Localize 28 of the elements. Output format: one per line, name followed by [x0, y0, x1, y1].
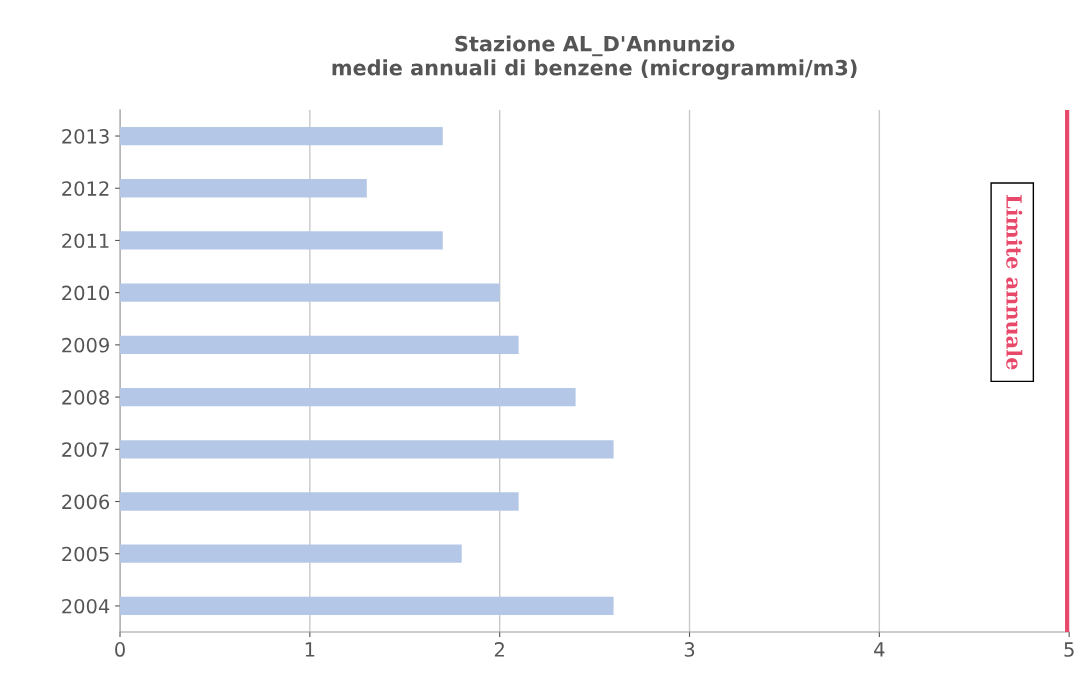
bar [120, 283, 500, 302]
bar [120, 492, 519, 511]
bar [120, 179, 367, 198]
y-tick-label: 2005 [62, 546, 109, 562]
y-tick-label: 2009 [62, 337, 109, 353]
y-tick-label: 2010 [62, 285, 109, 301]
x-tick-label: 5 [1064, 642, 1074, 657]
y-tick-label: 2012 [62, 181, 109, 196]
x-tick-label: 1 [305, 642, 315, 657]
y-tick-label: 2011 [62, 233, 109, 249]
x-tick-label: 4 [874, 642, 885, 657]
bar [120, 440, 614, 459]
bar [120, 544, 462, 563]
y-tick-label: 2004 [62, 598, 110, 614]
chart-title: Stazione AL_D'Annunzio medie annuali di benzene (microgrammi/m3) [332, 35, 857, 80]
ref-line-label: Limite annuale [1006, 195, 1023, 370]
y-tick-label: 2007 [62, 442, 109, 457]
y-tick-label: 2013 [62, 128, 109, 144]
y-tick-label: 2006 [62, 494, 110, 510]
bar [120, 126, 443, 146]
bar [120, 387, 576, 407]
bar [120, 335, 519, 355]
bar [120, 596, 614, 616]
x-tick-label: 2 [494, 642, 504, 657]
x-tick-label: 3 [684, 642, 695, 657]
bar [120, 231, 443, 250]
y-tick-label: 2008 [62, 390, 109, 405]
x-tick-label: 0 [115, 642, 125, 657]
